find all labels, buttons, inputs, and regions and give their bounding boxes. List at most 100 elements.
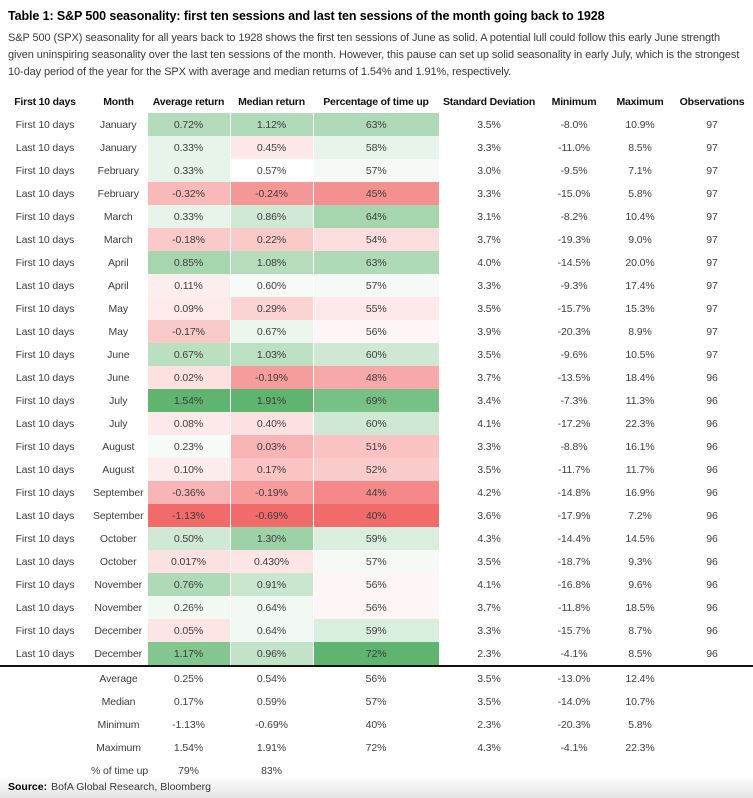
cell-percentage-time-up: 40% <box>365 718 387 731</box>
cell-maximum: 9.3% <box>628 555 652 568</box>
cell-observations <box>671 736 753 759</box>
cell-average-return: 0.72% <box>146 113 230 136</box>
cell-median-return: 0.430% <box>229 550 313 573</box>
report-title: Table 1: S&P 500 seasonality: first ten … <box>8 9 605 23</box>
cell-standard-deviation: 3.5% <box>477 463 501 476</box>
cell-standard-deviation: 3.5% <box>477 348 501 361</box>
cell-minimum: -7.3% <box>560 394 588 407</box>
cell-percentage-time-up: 59% <box>312 619 439 642</box>
cell-observations: 97 <box>706 256 718 269</box>
cell-percentage-time-up: 56% <box>312 596 439 619</box>
cell-minimum: -4.1% <box>560 647 588 660</box>
cell-month: October <box>99 532 137 545</box>
cell-period <box>0 665 90 690</box>
seasonality-table: First 10 days Month Average return Median r… <box>0 91 753 782</box>
cell-standard-deviation: 3.5% <box>477 555 501 568</box>
table-row: First 10 days March 0.33% 0.86% 64% 3.1% -8.2%… <box>0 205 753 228</box>
cell-percentage-time-up: 63% <box>312 251 439 274</box>
table-row: Last 10 days June 0.02% -0.19% 48% 3.7% -13.5%… <box>0 366 753 389</box>
cell-month: June <box>107 348 130 361</box>
cell-observations: 96 <box>706 371 718 384</box>
cell-median-return: 0.54% <box>230 665 313 690</box>
cell-percentage-time-up: 72% <box>312 642 439 666</box>
cell-observations: 97 <box>706 187 718 200</box>
cell-average-return: 0.02% <box>146 366 230 389</box>
cell-standard-deviation: 3.7% <box>477 601 501 614</box>
cell-median-return: 0.86% <box>229 205 313 228</box>
cell-minimum: -17.2% <box>557 417 591 430</box>
cell-average-return: 0.23% <box>146 435 230 458</box>
cell-average-return: 0.25% <box>147 665 230 690</box>
cell-average-return: 0.85% <box>146 251 230 274</box>
cell-observations: 97 <box>706 302 718 315</box>
cell-month: July <box>109 417 128 430</box>
cell-maximum: 10.4% <box>625 210 655 223</box>
cell-month: December <box>94 624 143 637</box>
summary-row-of-time-up: % of time up 79% 83% <box>0 759 753 782</box>
cell-month: January <box>99 141 137 154</box>
cell-median-return: 0.59% <box>256 695 287 708</box>
summary-label: Maximum <box>96 741 141 754</box>
cell-median-return: -0.24% <box>229 182 313 205</box>
cell-month: August <box>102 463 135 476</box>
cell-median-return: 0.91% <box>229 573 313 596</box>
cell-maximum: 20.0% <box>625 256 655 269</box>
summary-row-minimum: Minimum -1.13% -0.69% 40% 2.3% -20.3% 5.8% <box>0 713 753 736</box>
cell-average-return: 0.17% <box>173 695 204 708</box>
cell-month: February <box>97 187 139 200</box>
cell-month: May <box>108 325 129 338</box>
column-header-standard-deviation: Standard Deviation <box>442 96 536 108</box>
cell-percentage-time-up: 57% <box>312 550 439 573</box>
cell-month: February <box>97 164 139 177</box>
source-label: Source: <box>8 781 48 793</box>
summary-row-median: Median 0.17% 0.59% 57% 3.5% -14.0% 10.7% <box>0 690 753 713</box>
cell-period: Last 10 days <box>15 509 75 522</box>
cell-period <box>0 736 90 759</box>
cell-percentage-time-up: 64% <box>312 205 439 228</box>
cell-observations: 96 <box>706 532 718 545</box>
cell-observations <box>671 690 753 713</box>
cell-percentage-time-up: 51% <box>312 435 439 458</box>
cell-minimum: -9.6% <box>560 348 588 361</box>
cell-observations: 97 <box>706 141 718 154</box>
column-header-month: Month <box>103 96 134 108</box>
cell-minimum: -14.5% <box>557 256 591 269</box>
cell-median-return: 1.91% <box>256 741 287 754</box>
cell-median-return: 0.64% <box>229 619 313 642</box>
cell-maximum: 9.0% <box>628 233 652 246</box>
column-header-maximum: Maximum <box>616 96 664 108</box>
column-header-minimum: Minimum <box>551 96 597 108</box>
cell-observations: 96 <box>706 509 718 522</box>
cell-percentage-time-up: 72% <box>365 741 387 754</box>
table-row: Last 10 days May -0.17% 0.67% 56% 3.9% -20.3% 8… <box>0 320 753 343</box>
cell-maximum: 16.9% <box>625 486 655 499</box>
cell-standard-deviation: 3.7% <box>477 371 501 384</box>
cell-observations: 97 <box>706 210 718 223</box>
column-header-observations: Observations <box>679 96 745 108</box>
summary-label: Median <box>101 695 136 708</box>
cell-percentage-time-up: 44% <box>312 481 439 504</box>
cell-month: April <box>107 279 129 292</box>
table-row: Last 10 days August 0.10% 0.17% 52% 3.5% -11.7… <box>0 458 753 481</box>
cell-month: April <box>107 256 129 269</box>
cell-median-return: 0.60% <box>229 274 313 297</box>
cell-standard-deviation: 4.3% <box>477 532 501 545</box>
summary-row-average: Average 0.25% 0.54% 56% 3.5% -13.0% 12.4% <box>0 665 753 690</box>
cell-month: July <box>109 394 128 407</box>
cell-minimum: -17.9% <box>557 509 591 522</box>
cell-standard-deviation: 3.6% <box>477 509 501 522</box>
cell-observations: 96 <box>706 394 718 407</box>
cell-average-return: 0.08% <box>146 412 230 435</box>
cell-percentage-time-up: 55% <box>312 297 439 320</box>
cell-month: November <box>94 601 143 614</box>
cell-period: Last 10 days <box>15 325 75 338</box>
table-row: First 10 days June 0.67% 1.03% 60% 3.5% -9.6% 1… <box>0 343 753 366</box>
cell-maximum: 11.7% <box>625 463 655 476</box>
cell-standard-deviation: 3.5% <box>439 665 539 690</box>
table-row: Last 10 days October 0.017% 0.430% 57% 3.5% -1… <box>0 550 753 573</box>
cell-maximum: 17.4% <box>625 279 655 292</box>
cell-maximum: 9.6% <box>628 578 652 591</box>
source-text: BofA Global Research, Bloomberg <box>51 781 212 793</box>
cell-median-return: 0.40% <box>229 412 313 435</box>
cell-minimum: -8.0% <box>560 118 588 131</box>
